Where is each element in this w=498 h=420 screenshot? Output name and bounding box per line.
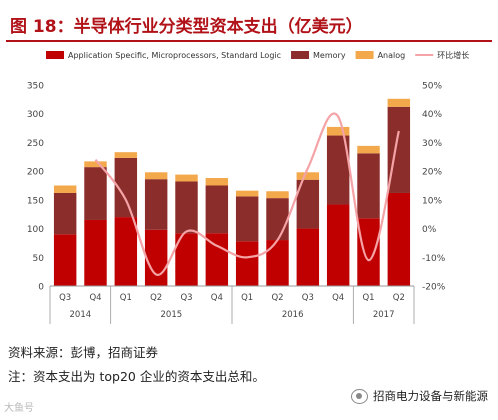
bar-analog — [387, 98, 411, 107]
bar-analog — [84, 161, 107, 168]
year-label: 2016 — [282, 310, 304, 320]
bar-memory — [144, 179, 168, 230]
bar-logic — [144, 229, 168, 286]
bar-analog — [296, 172, 320, 180]
y-right-tick-label: 0% — [422, 225, 437, 235]
brand-text: 招商电力设备与新能源 — [373, 389, 488, 403]
bar-memory — [205, 185, 229, 234]
y-left-tick-label: 100 — [27, 225, 44, 235]
year-label: 2017 — [373, 310, 395, 320]
y-left-tick-label: 150 — [27, 196, 44, 206]
bar-logic — [326, 204, 350, 286]
bar-logic — [205, 233, 229, 286]
legend-swatch — [46, 51, 64, 59]
x-tick-label: Q4 — [332, 293, 344, 303]
bar-logic — [296, 228, 320, 286]
bar-logic — [175, 233, 198, 286]
x-tick-label: Q4 — [89, 293, 101, 303]
figure-title: 图 18：半导体行业分类型资本支出（亿美元） — [10, 17, 363, 37]
legend-label: Application Specific, Microprocessors, S… — [68, 51, 281, 60]
brand-label: 招商电力设备与新能源 — [351, 388, 488, 404]
bar-memory — [296, 179, 320, 229]
bar-analog — [235, 190, 259, 197]
x-tick-label: Q2 — [393, 293, 405, 303]
x-tick-label: Q3 — [302, 293, 314, 303]
y-left-tick-label: 250 — [27, 139, 44, 149]
legend-label: Memory — [313, 51, 346, 60]
bar-logic — [357, 218, 380, 286]
bar-memory — [53, 192, 77, 235]
bar-memory — [357, 153, 380, 219]
y-left-tick-label: 0 — [38, 283, 44, 293]
x-tick-label: Q2 — [150, 293, 162, 303]
watermark-text: 大鱼号 — [4, 403, 34, 414]
bar-analog — [326, 126, 350, 136]
y-left-tick-label: 350 — [27, 82, 44, 92]
growth-line — [94, 112, 400, 276]
bar-logic — [266, 240, 289, 286]
x-tick-label: Q1 — [120, 293, 132, 303]
bar-logic — [114, 217, 138, 286]
x-tick-label: Q3 — [180, 293, 192, 303]
bar-analog — [205, 178, 229, 186]
bar-memory — [387, 106, 411, 193]
bar-memory — [175, 181, 198, 234]
bar-memory — [84, 167, 107, 220]
legend-swatch — [291, 51, 310, 59]
y-right-tick-label: -20% — [422, 283, 446, 293]
x-tick-label: Q4 — [211, 293, 223, 303]
x-tick-label: Q3 — [59, 293, 71, 303]
year-label: 2014 — [70, 310, 92, 320]
x-tick-label: Q1 — [362, 293, 374, 303]
bar-analog — [175, 174, 198, 182]
bar-logic — [387, 192, 411, 286]
y-left-tick-label: 50 — [33, 254, 45, 264]
legend-label: 环比增长 — [437, 50, 469, 60]
bar-memory — [266, 198, 289, 241]
bar-logic — [84, 219, 107, 286]
y-left-tick-label: 200 — [27, 168, 44, 178]
bar-logic — [235, 241, 259, 286]
y-right-tick-label: 40% — [422, 110, 442, 120]
bar-analog — [357, 145, 380, 154]
wechat-icon — [351, 388, 368, 404]
bar-analog — [266, 191, 289, 199]
bar-logic — [53, 234, 77, 286]
bar-memory — [326, 135, 350, 205]
year-label: 2015 — [161, 310, 183, 320]
y-right-tick-label: 10% — [422, 196, 442, 206]
x-tick-label: Q2 — [271, 293, 283, 303]
legend-swatch — [355, 51, 374, 59]
bar-analog — [114, 152, 138, 158]
bar-memory — [235, 196, 259, 242]
y-right-tick-label: 50% — [422, 82, 442, 92]
source-text: 资料来源：彭博，招商证券 — [8, 345, 159, 360]
bar-analog — [144, 172, 168, 180]
figure-title-bar: 图 18：半导体行业分类型资本支出（亿美元） — [6, 10, 492, 42]
capex-chart: 0 50 100 150 200 250 300 350 -20% -10% 0% 10% 20% 30%… — [27, 50, 469, 324]
note-text: 注：资本支出为 top20 企业的资本支出总和。 — [8, 369, 265, 384]
x-tick-label: Q1 — [241, 293, 253, 303]
y-right-tick-label: 30% — [422, 139, 442, 149]
bar-analog — [53, 185, 77, 193]
y-left-tick-label: 300 — [27, 110, 44, 120]
y-right-tick-label: -10% — [422, 254, 446, 264]
bar-memory — [114, 157, 138, 218]
legend-label: Analog — [378, 51, 406, 60]
y-right-tick-label: 20% — [422, 168, 442, 178]
